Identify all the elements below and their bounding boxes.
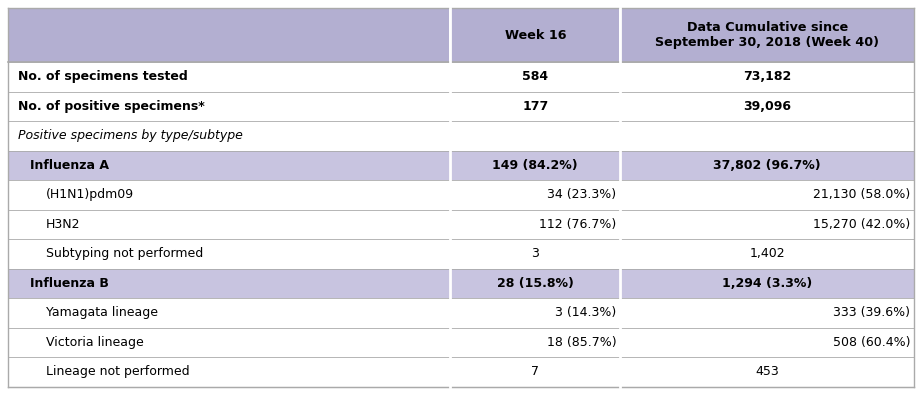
Text: Influenza B: Influenza B [30,277,109,290]
Text: Influenza A: Influenza A [30,159,109,172]
Text: 3: 3 [531,247,539,260]
Bar [8,8,914,62]
Text: 1,294 (3.3%): 1,294 (3.3%) [722,277,812,290]
Text: Subtyping not performed: Subtyping not performed [46,247,203,260]
Text: 112 (76.7%): 112 (76.7%) [539,218,617,231]
Text: H3N2: H3N2 [46,218,80,231]
Bar [8,150,914,180]
Text: 177: 177 [522,100,549,113]
Bar [8,62,914,92]
Bar [8,357,914,386]
Bar [8,298,914,328]
Text: 21,130 (58.0%): 21,130 (58.0%) [813,188,910,201]
Text: No. of specimens tested: No. of specimens tested [18,70,188,83]
Text: 149 (84.2%): 149 (84.2%) [492,159,578,172]
Text: 3 (14.3%): 3 (14.3%) [555,306,617,319]
Text: 333 (39.6%): 333 (39.6%) [833,306,910,319]
Text: 1,402: 1,402 [750,247,785,260]
Text: Week 16: Week 16 [504,29,566,41]
Bar [8,209,914,239]
Text: Yamagata lineage: Yamagata lineage [46,306,158,319]
Bar [8,328,914,357]
Text: 34 (23.3%): 34 (23.3%) [548,188,617,201]
Text: (H1N1)pdm09: (H1N1)pdm09 [46,188,134,201]
Text: Data Cumulative since
September 30, 2018 (Week 40): Data Cumulative since September 30, 2018… [656,21,880,49]
Text: 39,096: 39,096 [743,100,791,113]
Text: 453: 453 [755,365,779,378]
Bar [8,180,914,209]
Text: Positive specimens by type/subtype: Positive specimens by type/subtype [18,129,242,142]
Text: Victoria lineage: Victoria lineage [46,336,144,349]
Bar [8,269,914,298]
Text: 7: 7 [531,365,539,378]
Text: 28 (15.8%): 28 (15.8%) [497,277,573,290]
Text: No. of positive specimens*: No. of positive specimens* [18,100,205,113]
Text: 37,802 (96.7%): 37,802 (96.7%) [714,159,821,172]
Text: 15,270 (42.0%): 15,270 (42.0%) [813,218,910,231]
Bar [8,92,914,121]
Bar [8,121,914,150]
Bar [620,8,621,62]
Text: 584: 584 [522,70,549,83]
Text: Lineage not performed: Lineage not performed [46,365,190,378]
Text: 508 (60.4%): 508 (60.4%) [833,336,910,349]
Bar [8,239,914,269]
Bar [449,8,451,62]
Text: 18 (85.7%): 18 (85.7%) [547,336,617,349]
Text: 73,182: 73,182 [743,70,791,83]
